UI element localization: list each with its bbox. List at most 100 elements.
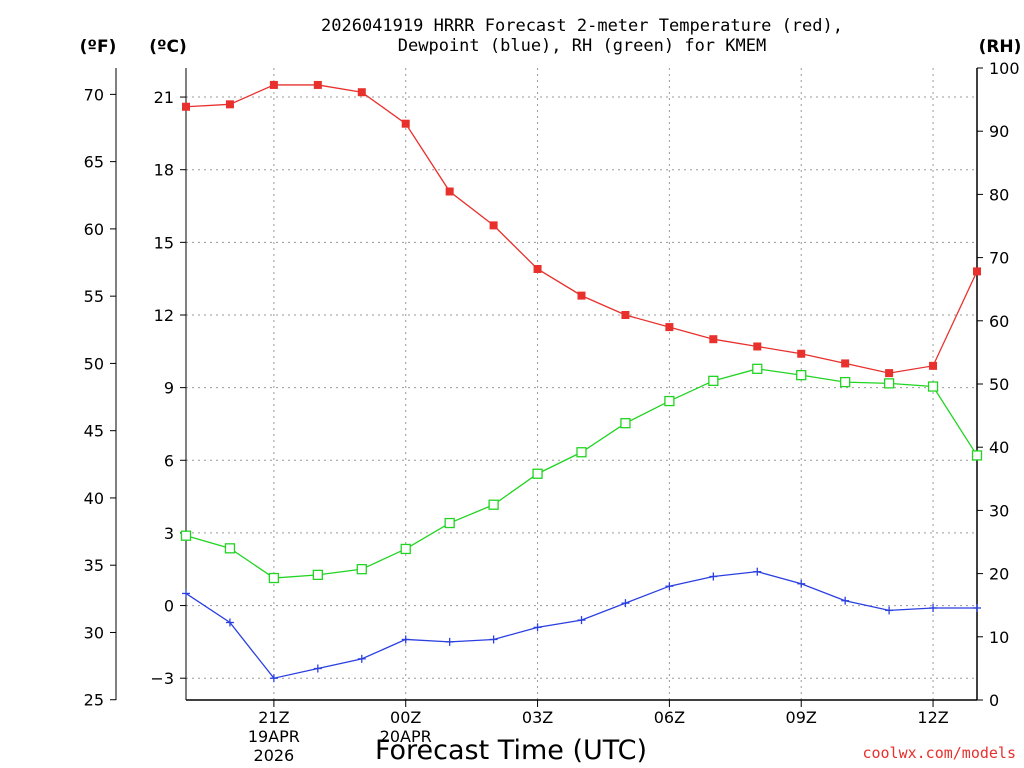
rh-point (532, 468, 543, 479)
x-tick-date: 20APR (380, 727, 432, 746)
dewpoint-point (357, 654, 366, 663)
dewpoint-point (841, 596, 850, 605)
temperature-point (709, 335, 718, 344)
temperature-point (929, 361, 938, 370)
x-tick-label: 06Z (654, 708, 685, 727)
rh-point (224, 543, 236, 554)
series-layer (180, 80, 983, 683)
dewpoint-point (225, 618, 234, 627)
rh-point (708, 375, 719, 386)
celsius-tick-label: −3 (150, 669, 174, 688)
fahrenheit-tick-label: 30 (84, 623, 104, 642)
rh-tick-label: 60 (989, 312, 1009, 331)
dewpoint-point (401, 635, 410, 644)
temperature-point (357, 88, 366, 97)
x-tick-label: 12Z (917, 708, 948, 727)
rh-point (356, 564, 367, 575)
temperature-point (269, 80, 278, 89)
rh-point (268, 572, 280, 584)
dewpoint-line (185, 571, 977, 679)
temperature-point (577, 291, 586, 300)
chart-title-line-1: 2026041919 HRRR Forecast 2-meter Tempera… (321, 16, 843, 36)
celsius-tick-label: 12 (154, 306, 174, 325)
rh-point (883, 378, 895, 389)
temperature-point (753, 342, 762, 351)
rh-tick-label: 70 (989, 249, 1009, 268)
fahrenheit-tick-label: 55 (84, 287, 104, 306)
rh-point (488, 499, 499, 510)
rh-tick-label: 0 (989, 691, 999, 710)
rh-point (796, 370, 807, 381)
x-tick-label: 09Z (786, 708, 817, 727)
fahrenheit-tick-label: 35 (84, 556, 104, 575)
rh-point (444, 517, 455, 529)
dewpoint-point (313, 664, 322, 673)
temperature-point (401, 119, 410, 128)
temperature-point (973, 267, 981, 276)
rh-tick-label: 80 (989, 185, 1009, 204)
temperature-point (665, 323, 674, 332)
temperature-point (225, 100, 234, 109)
celsius-axis-label: (ºC) (149, 37, 187, 57)
celsius-tick-label: 6 (164, 451, 174, 470)
fahrenheit-tick-label: 70 (84, 85, 104, 104)
dewpoint-point (753, 567, 762, 576)
watermark: coolwx.com/models (862, 744, 1016, 762)
celsius-tick-label: 21 (154, 88, 174, 107)
x-axis-title: Forecast Time (UTC) (375, 735, 647, 766)
rh-point (971, 450, 983, 461)
temperature-point (841, 359, 850, 368)
rh-tick-label: 100 (989, 59, 1020, 78)
fahrenheit-tick-label: 50 (84, 354, 104, 373)
dewpoint-point (269, 674, 278, 683)
fahrenheit-tick-label: 60 (84, 220, 104, 239)
rh-point (180, 530, 192, 541)
rh-tick-label: 20 (989, 565, 1009, 584)
dewpoint-point (665, 582, 674, 591)
rh-tick-label: 90 (989, 122, 1009, 141)
dewpoint-point (489, 635, 498, 644)
celsius-tick-label: 18 (154, 161, 174, 180)
fahrenheit-axis-label: (ºF) (80, 37, 117, 57)
rh-tick-label: 30 (989, 501, 1009, 520)
dewpoint-point (445, 637, 454, 646)
rh-tick-label: 50 (989, 375, 1009, 394)
dewpoint-point (709, 572, 718, 581)
x-tick-year: 2026 (254, 746, 295, 765)
temperature-point (885, 369, 894, 378)
grid-lines (186, 68, 977, 700)
x-tick-label: 03Z (522, 708, 553, 727)
rh-point (312, 569, 323, 581)
temperature-point (621, 310, 630, 319)
celsius-tick-label: 3 (164, 524, 174, 543)
dewpoint-point (929, 603, 938, 612)
dewpoint-point (621, 599, 630, 608)
dewpoint-point (577, 616, 586, 625)
x-tick-label: 00Z (390, 708, 421, 727)
x-tick-date: 19APR (248, 727, 300, 746)
temperature-point (313, 80, 322, 89)
fahrenheit-tick-label: 45 (84, 422, 104, 441)
axis-labels: 70656055504540353025211815129630−3100908… (80, 37, 1022, 766)
rh-tick-label: 40 (989, 438, 1009, 457)
rh-point (664, 395, 675, 407)
rh-line (185, 368, 978, 579)
rh-point (927, 381, 939, 392)
dewpoint-point (797, 579, 806, 588)
rh-point (576, 447, 587, 458)
rh-axis-label: (RH) (979, 37, 1022, 57)
celsius-tick-label: 0 (164, 597, 174, 616)
fahrenheit-tick-label: 25 (84, 691, 104, 710)
dewpoint-point (182, 589, 190, 598)
temperature-point (533, 264, 542, 273)
rh-tick-label: 10 (989, 628, 1009, 647)
temperature-point (489, 221, 498, 230)
celsius-tick-label: 9 (164, 379, 174, 398)
dewpoint-point (533, 623, 542, 632)
temperature-line (185, 84, 978, 374)
rh-point (752, 363, 763, 374)
rh-point (400, 543, 411, 555)
fahrenheit-tick-label: 40 (84, 489, 104, 508)
temperature-point (182, 102, 190, 111)
